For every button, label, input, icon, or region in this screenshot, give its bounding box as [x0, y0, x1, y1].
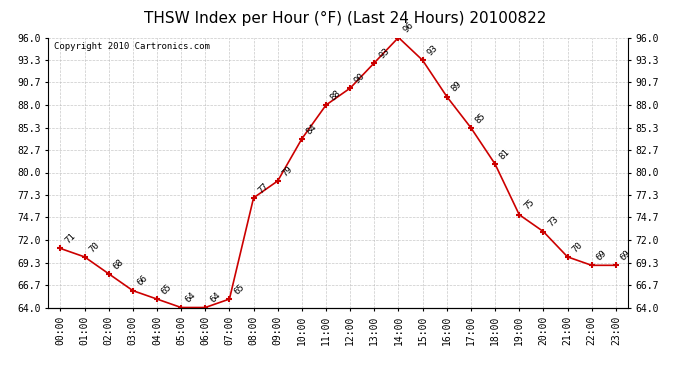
- Text: 84: 84: [305, 122, 319, 136]
- Text: 96: 96: [402, 21, 415, 35]
- Text: 73: 73: [546, 215, 560, 229]
- Text: 64: 64: [184, 291, 198, 305]
- Text: 77: 77: [257, 181, 270, 195]
- Text: 65: 65: [233, 282, 246, 296]
- Text: 81: 81: [498, 147, 512, 161]
- Text: 70: 70: [88, 240, 101, 254]
- Text: Copyright 2010 Cartronics.com: Copyright 2010 Cartronics.com: [54, 42, 210, 51]
- Text: 71: 71: [63, 232, 77, 246]
- Text: 69: 69: [595, 249, 609, 262]
- Text: 68: 68: [112, 257, 126, 271]
- Text: 66: 66: [136, 274, 150, 288]
- Text: 64: 64: [208, 291, 222, 305]
- Text: 90: 90: [353, 71, 367, 86]
- Text: 93: 93: [426, 44, 440, 57]
- Text: 70: 70: [571, 240, 584, 254]
- Text: 65: 65: [160, 282, 174, 296]
- Text: 89: 89: [450, 80, 464, 94]
- Text: 79: 79: [281, 164, 295, 178]
- Text: 85: 85: [474, 111, 488, 125]
- Text: 69: 69: [619, 249, 633, 262]
- Text: 93: 93: [377, 46, 391, 60]
- Text: THSW Index per Hour (°F) (Last 24 Hours) 20100822: THSW Index per Hour (°F) (Last 24 Hours)…: [144, 11, 546, 26]
- Text: 75: 75: [522, 198, 536, 212]
- Text: 88: 88: [329, 88, 343, 102]
